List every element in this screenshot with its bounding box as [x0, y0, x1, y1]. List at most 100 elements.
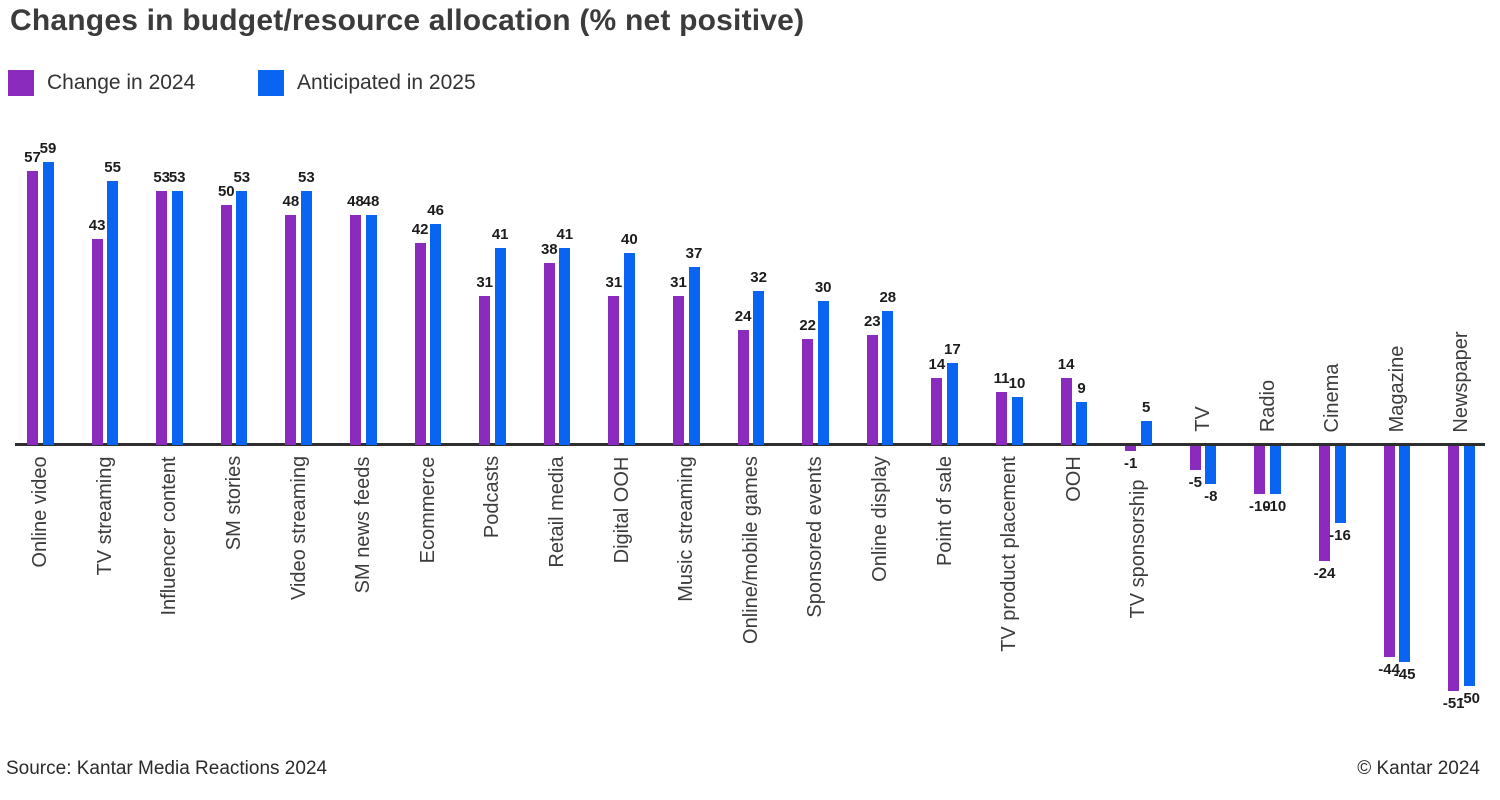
- bar-2025: [42, 161, 54, 445]
- value-label-2024: 31: [670, 274, 687, 292]
- value-label-2025: -10: [1264, 498, 1287, 515]
- bar-2025: [623, 253, 635, 445]
- value-label-2024: 50: [217, 183, 235, 200]
- bar-2024: [27, 171, 38, 445]
- footer-copyright: © Kantar 2024: [1357, 758, 1480, 779]
- value-label-2024: 22: [799, 317, 817, 335]
- value-label-2025: 5: [1142, 399, 1151, 416]
- bar-2025: [1269, 446, 1281, 494]
- bar-2025: [365, 214, 377, 445]
- bar-2024: [1060, 377, 1072, 445]
- value-label-2025: 40: [621, 231, 638, 248]
- bar-2025: [946, 363, 958, 445]
- value-label-2024: 14: [928, 355, 946, 373]
- bar-2024: [1448, 446, 1460, 691]
- value-label-2024: 31: [605, 274, 623, 292]
- category-label: Newspaper: [1450, 330, 1473, 433]
- bar-2024: [479, 296, 491, 445]
- bar-2025: [688, 267, 700, 445]
- value-label-2025: 28: [879, 288, 897, 306]
- value-label-2024: 48: [282, 192, 300, 210]
- value-label-2024: 31: [476, 274, 494, 292]
- value-label-2024: 48: [347, 192, 364, 210]
- category-label: SM stories: [223, 455, 246, 551]
- category-label: Podcasts: [481, 455, 504, 539]
- value-label-2025: 9: [1077, 379, 1086, 397]
- bar-2024: [931, 377, 943, 445]
- category-label: Influencer content: [158, 456, 181, 615]
- category-label: Point of sale: [933, 455, 956, 567]
- bar-2025: [107, 181, 119, 445]
- category-label: Radio: [1256, 379, 1279, 433]
- bar-2024: [802, 339, 814, 445]
- legend-label-2024: Change in 2024: [47, 71, 196, 94]
- value-label-2025: -8: [1204, 488, 1218, 506]
- category-label: TV sponsorship: [1127, 479, 1150, 618]
- value-label-2025: 10: [1008, 375, 1026, 392]
- value-label-2025: 30: [814, 279, 832, 296]
- category-label: Online display: [869, 456, 892, 582]
- bar-2024: [737, 329, 749, 445]
- x-axis-zero-line: [15, 443, 1485, 446]
- value-label-2025: 59: [39, 139, 57, 157]
- category-label: Retail media: [546, 455, 569, 568]
- value-label-2025: 53: [233, 168, 251, 186]
- value-label-2025: 55: [104, 159, 121, 176]
- value-label-2025: -45: [1393, 666, 1416, 683]
- value-label-2024: -51: [1442, 694, 1465, 712]
- value-label-2025: 32: [750, 269, 767, 287]
- bar-2025: [171, 190, 183, 445]
- bar-2025: [494, 248, 506, 445]
- category-label: Music streaming: [675, 456, 698, 602]
- legend-label-2025: Anticipated in 2025: [297, 71, 476, 94]
- bar-2025: [1011, 397, 1023, 445]
- value-label-2025: 46: [427, 202, 444, 220]
- value-label-2024: 53: [153, 168, 171, 186]
- bar-2025: [1399, 446, 1411, 662]
- legend-item-change-2024: Change in 2024: [8, 70, 195, 96]
- bar-2025: [1076, 401, 1088, 445]
- bar-2025: [1205, 446, 1217, 485]
- bar-2024: [1125, 446, 1137, 451]
- bar-2024: [543, 262, 555, 445]
- bar-2025: [430, 224, 442, 445]
- bar-2025: [236, 190, 248, 445]
- value-label-2024: 42: [411, 221, 429, 239]
- bar-2025: [882, 310, 894, 445]
- legend-swatch-2024: [8, 70, 34, 96]
- value-label-2024: 43: [88, 216, 106, 234]
- bar-2025: [1334, 446, 1346, 523]
- bar-2025: [559, 248, 571, 445]
- category-label: Magazine: [1385, 345, 1408, 432]
- value-label-2025: -16: [1329, 526, 1351, 544]
- category-label: TV: [1192, 406, 1215, 432]
- category-label: Video streaming: [287, 455, 310, 601]
- bar-2025: [753, 291, 765, 445]
- value-label-2025: -50: [1458, 690, 1481, 707]
- legend-swatch-2025: [258, 70, 284, 96]
- category-label: SM news feeds: [352, 456, 375, 593]
- bar-2024: [1254, 446, 1266, 494]
- bar-2024: [285, 214, 297, 445]
- bar-2025: [817, 301, 829, 445]
- bar-2024: [673, 296, 684, 445]
- value-label-2025: 17: [944, 341, 961, 359]
- category-label: Sponsored events: [804, 455, 827, 618]
- chart-title: Changes in budget/resource allocation (%…: [10, 4, 805, 37]
- category-label: Ecommerce: [416, 456, 439, 563]
- value-label-2024: 24: [734, 307, 752, 325]
- value-label-2025: 53: [168, 168, 186, 186]
- bar-2024: [608, 296, 620, 445]
- value-label-2024: 57: [24, 149, 41, 167]
- category-label: TV streaming: [93, 456, 116, 575]
- category-label: TV product placement: [998, 456, 1021, 652]
- value-label-2025: 37: [685, 245, 703, 263]
- bar-2024: [91, 238, 103, 445]
- category-label: Cinema: [1321, 363, 1344, 432]
- value-label-2025: 48: [362, 192, 380, 210]
- footer-source: Source: Kantar Media Reactions 2024: [6, 758, 328, 779]
- value-label-2025: 41: [491, 226, 509, 244]
- bar-2024: [1383, 446, 1395, 658]
